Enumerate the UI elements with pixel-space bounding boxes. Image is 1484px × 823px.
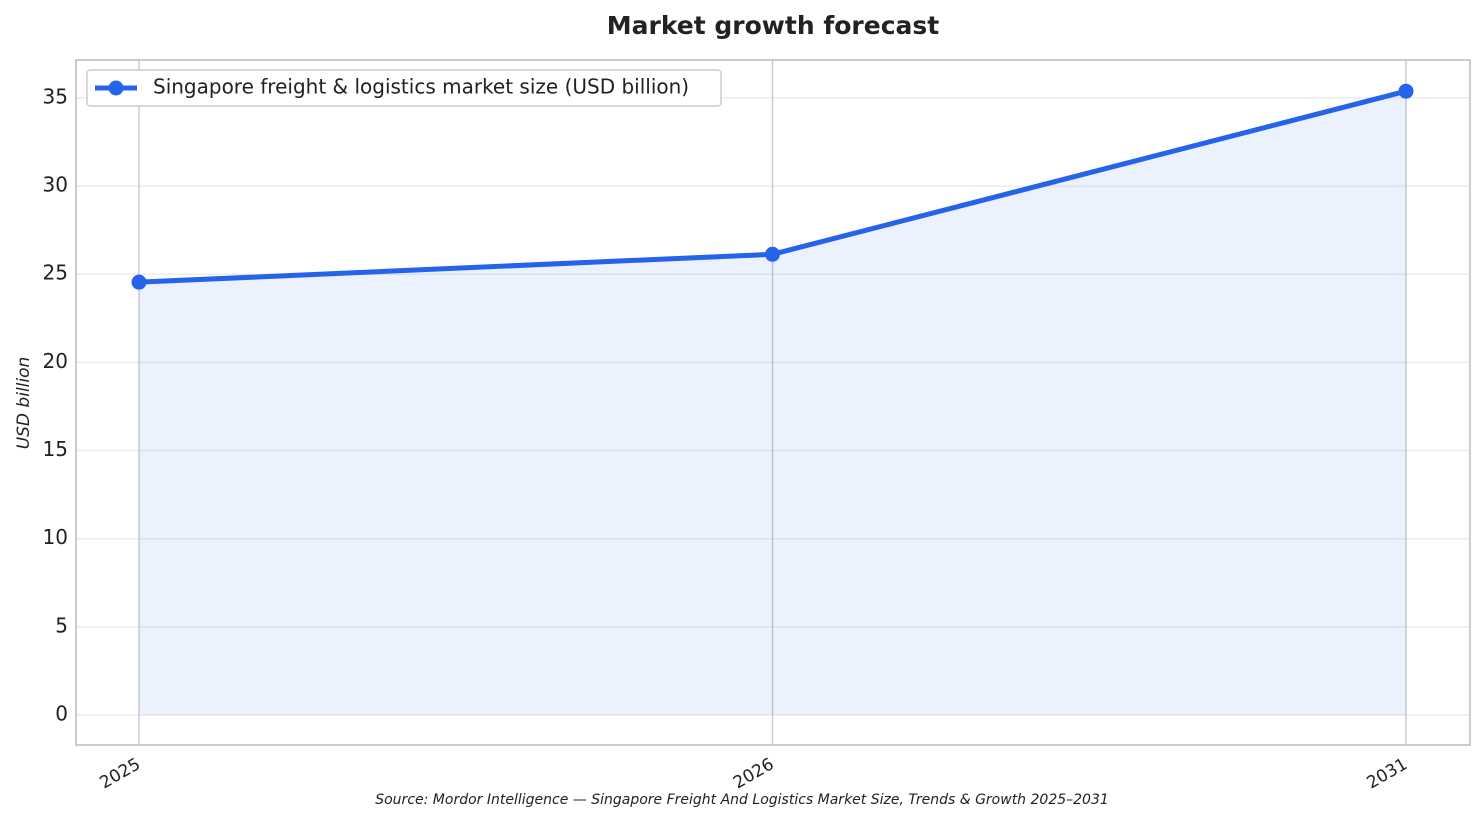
- legend-label: Singapore freight & logistics market siz…: [153, 75, 689, 99]
- point: [131, 274, 147, 290]
- x-tick-label: 2025: [97, 754, 144, 793]
- x-tick-label: 2031: [1364, 754, 1411, 793]
- y-tick-label: 5: [55, 613, 68, 637]
- chart-title: Market growth forecast: [607, 11, 939, 40]
- y-tick-label: 15: [43, 437, 68, 461]
- area: [139, 91, 1406, 716]
- source-note: Source: Mordor Intelligence — Singapore …: [375, 792, 1109, 808]
- y-tick-label: 0: [55, 702, 68, 726]
- legend-box: [86, 69, 722, 107]
- y-tick-label: 30: [43, 173, 68, 197]
- point: [765, 246, 780, 262]
- legend-marker: [108, 80, 124, 96]
- y-axis-label: USD billion: [14, 357, 34, 450]
- legend: Singapore freight & logistics market siz…: [86, 69, 722, 107]
- y-tick-label: 35: [43, 84, 68, 108]
- y-tick-label: 10: [43, 525, 68, 549]
- x-tick-label: 2026: [730, 754, 777, 793]
- point: [1398, 83, 1414, 99]
- y-tick-label: 25: [43, 261, 68, 285]
- y-tick-label: 20: [43, 349, 68, 373]
- plot-frame: [75, 59, 1471, 746]
